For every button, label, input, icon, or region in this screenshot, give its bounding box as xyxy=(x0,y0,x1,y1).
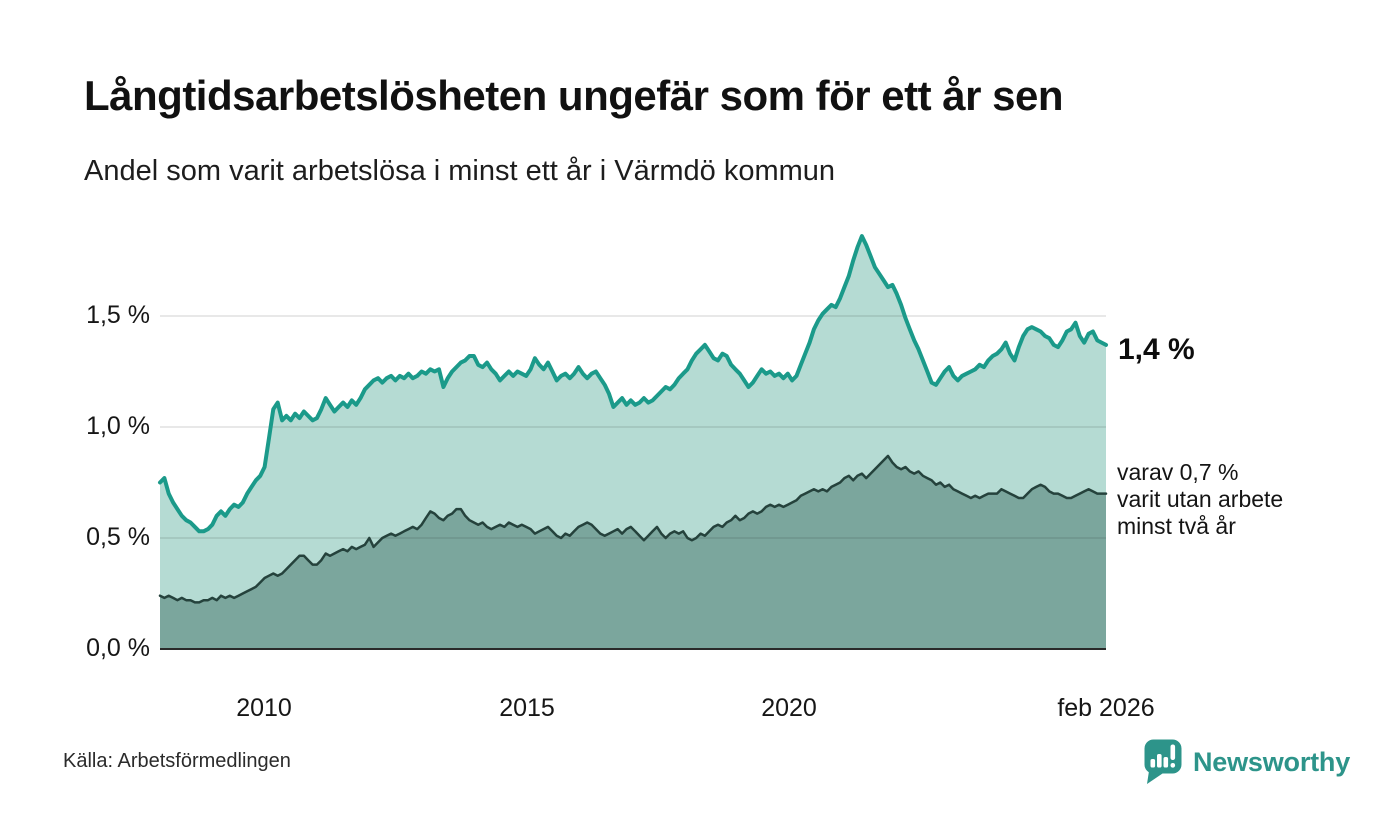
y-tick-label: 0,0 % xyxy=(86,634,150,662)
y-tick-label: 1,0 % xyxy=(86,412,150,440)
x-tick-label: feb 2026 xyxy=(1057,694,1155,722)
line-series-1 xyxy=(158,454,1108,604)
chart-lines xyxy=(158,234,1108,604)
series-end-value-label: 1,4 % xyxy=(1118,333,1195,366)
area-series-1 xyxy=(160,455,1106,649)
source-note: Källa: Arbetsförmedlingen xyxy=(63,750,291,772)
newsworthy-logo-icon xyxy=(1144,739,1182,784)
x-tick-label: 2010 xyxy=(236,694,292,722)
chart-areas xyxy=(160,236,1106,649)
x-tick-label: 2020 xyxy=(761,694,817,722)
line-series-0 xyxy=(158,234,1108,534)
brand-name: Newsworthy xyxy=(1193,746,1351,777)
x-tick-label: 2015 xyxy=(499,694,555,722)
page-title: Långtidsarbetslösheten ungefär som för e… xyxy=(84,72,1064,119)
y-tick-label: 1,5 % xyxy=(86,301,150,329)
brand-logo: Newsworthy xyxy=(1144,739,1350,785)
chart-subtitle: Andel som varit arbetslösa i minst ett å… xyxy=(84,155,836,187)
y-tick-label: 0,5 % xyxy=(86,523,150,551)
series-lower-annotation: varav 0,7 % varit utan arbete minst två … xyxy=(1117,459,1284,539)
chart-gridlines xyxy=(160,315,1106,539)
